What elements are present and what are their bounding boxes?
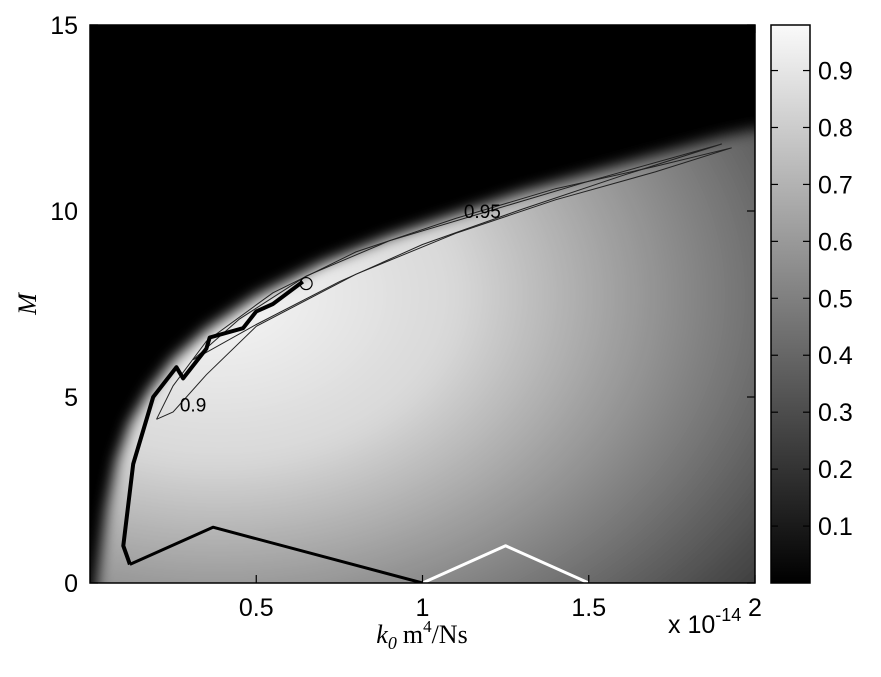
contour-0.95	[192, 143, 722, 361]
colorbar-tick-label-0.9: 0.9	[818, 58, 853, 86]
contour-label-0.9: 0.9	[180, 395, 206, 416]
colorbar: 0.1 0.2 0.3 0.4 0.5 0.6 0.7 0.8 0.9	[770, 24, 853, 584]
x-axis-exponent-base: x 10	[668, 611, 715, 639]
plot-area: 0.9 0.95	[89, 24, 756, 584]
contour-0.9	[156, 147, 732, 420]
colorbar-tick-label-0.2: 0.2	[818, 456, 853, 484]
series-line-3	[421, 544, 590, 583]
series-line-1	[121, 280, 304, 566]
x-axis-exponent-power: -14	[715, 605, 741, 625]
x-tick-label-1.5: 1.5	[571, 594, 606, 622]
x-tick-label-0.5: 0.5	[239, 594, 274, 622]
x-tick-label-1: 1	[416, 594, 430, 622]
y-tick-label-5: 5	[64, 384, 78, 412]
colorbar-tick-label-0.8: 0.8	[818, 114, 853, 142]
colorbar-gradient	[770, 24, 811, 584]
y-axis-label: M	[13, 292, 42, 316]
x-axis-label-subscript: 0	[388, 633, 397, 653]
x-axis-label-unit: m	[403, 620, 423, 649]
x-axis-label-symbol: k	[376, 620, 388, 649]
colorbar-tick-label-0.7: 0.7	[818, 171, 853, 199]
x-tick-label-2: 2	[748, 594, 762, 622]
colorbar-tick-label-0.5: 0.5	[818, 285, 853, 313]
y-tick-label-0: 0	[64, 570, 78, 598]
y-tick-label-15: 15	[50, 12, 78, 40]
contour-labels: 0.9 0.95	[180, 202, 501, 416]
colorbar-tick-label-0.4: 0.4	[818, 342, 853, 370]
colorbar-tick-label-0.3: 0.3	[818, 399, 853, 427]
colorbar-ticks: 0.1 0.2 0.3 0.4 0.5 0.6 0.7 0.8 0.9	[771, 58, 853, 541]
colorbar-tick-label-0.6: 0.6	[818, 228, 853, 256]
x-axis: 0.5 1 1.5 2	[239, 25, 762, 622]
contour-lines	[156, 143, 732, 420]
markers	[299, 276, 313, 291]
x-axis-label-unit-suffix: /Ns	[432, 620, 468, 649]
series-line-2	[129, 525, 423, 583]
y-tick-label-10: 10	[50, 198, 78, 226]
x-axis-label-unit-power: 4	[423, 617, 432, 636]
contour-label-0.95: 0.95	[464, 202, 501, 223]
path-lines	[121, 280, 590, 583]
marker-1	[299, 276, 313, 291]
x-axis-exponent: x 10-14	[668, 605, 741, 639]
colorbar-tick-label-0.1: 0.1	[818, 513, 853, 541]
y-axis: 0 5 10 15	[50, 12, 755, 598]
heatmap-field	[96, 129, 755, 583]
x-axis-label: k0 m4/Ns	[376, 617, 467, 653]
feasible-region	[96, 129, 755, 583]
